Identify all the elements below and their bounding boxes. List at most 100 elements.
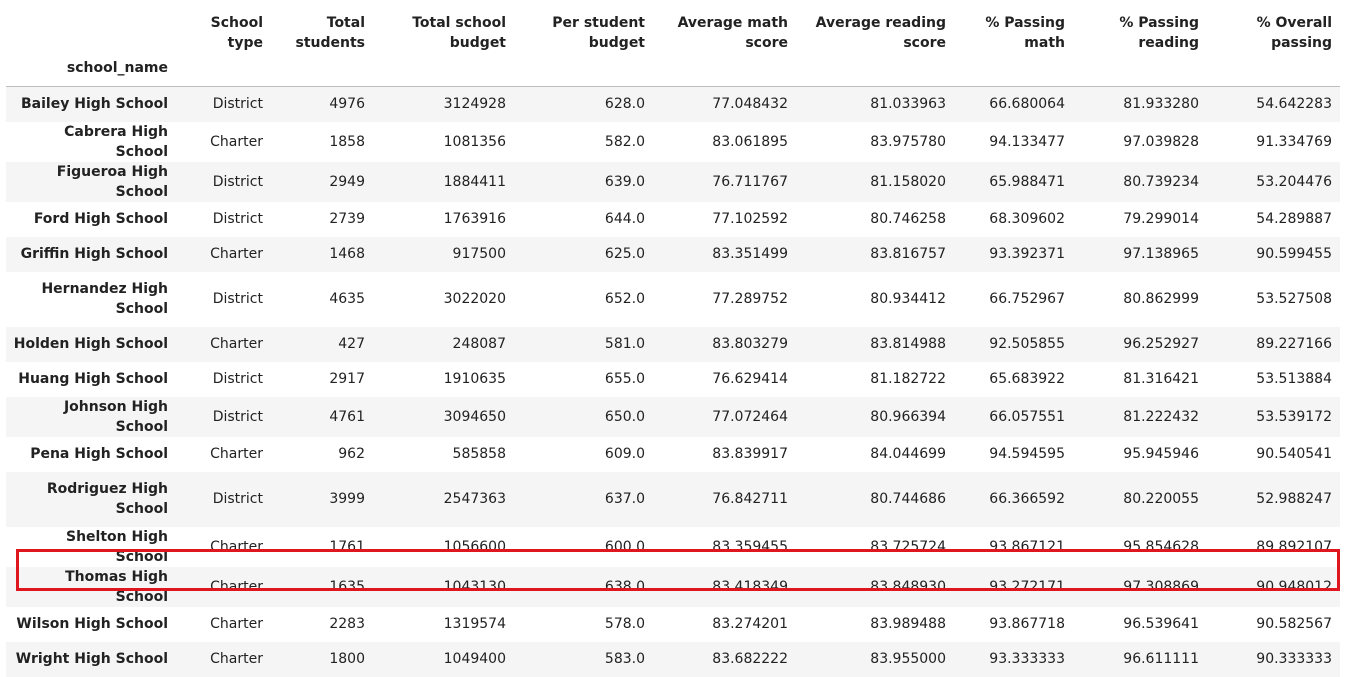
table-cell: 90.948012 <box>1256 578 1332 595</box>
table-cell: 81.316421 <box>1123 371 1199 387</box>
table-cell: 95.854628 <box>1123 538 1199 555</box>
table-row: Cabrera High School Charter 1858 1081356 582… <box>6 121 1340 162</box>
table-cell: 3094650 <box>443 408 506 425</box>
table-cell: 93.867718 <box>989 616 1065 632</box>
table-cell: Charter <box>210 246 263 262</box>
table-cell: 52.988247 <box>1256 491 1332 507</box>
table-cell: 639.0 <box>604 173 645 190</box>
row-school-name: Huang High School <box>18 371 168 387</box>
table-cell: 92.505855 <box>989 336 1065 352</box>
column-header: School type <box>210 15 263 51</box>
table-cell: District <box>212 408 263 425</box>
row-school-name: Rodriguez High School <box>46 481 168 517</box>
table-cell: 83.848930 <box>870 578 946 595</box>
table-cell: 583.0 <box>604 651 645 667</box>
row-school-name: Holden High School <box>13 336 168 352</box>
table-cell: 93.272171 <box>989 578 1065 595</box>
table-cell: 76.711767 <box>712 173 788 190</box>
row-school-name: Johnson High School <box>63 398 168 435</box>
table-cell: 3022020 <box>443 291 506 307</box>
table-row: Figueroa High School District 2949 1884411 6… <box>6 161 1340 202</box>
table-cell: 93.867121 <box>989 538 1065 555</box>
table-cell: District <box>212 173 263 190</box>
table-cell: 585858 <box>452 446 506 462</box>
table-row: Huang High School District 2917 1910635 655.… <box>6 361 1340 397</box>
row-school-name: Ford High School <box>33 211 168 227</box>
table-cell: 66.057551 <box>989 408 1065 425</box>
column-header: % Overall passing <box>1256 15 1332 51</box>
table-body: Bailey High School District 4976 3124928 628… <box>6 86 1340 677</box>
table-cell: 1081356 <box>443 133 506 150</box>
table-cell: 3124928 <box>443 96 506 113</box>
table-cell: 83.682222 <box>712 651 788 667</box>
table-cell: 83.816757 <box>870 246 946 262</box>
table-cell: 90.599455 <box>1256 246 1332 262</box>
table-cell: 625.0 <box>604 246 645 262</box>
table-cell: 93.333333 <box>989 651 1065 667</box>
column-header: Per student budget <box>552 15 645 51</box>
table-cell: Charter <box>210 651 263 667</box>
row-school-name: Bailey High School <box>21 96 168 113</box>
table-cell: 1468 <box>329 246 365 262</box>
table-cell: 83.351499 <box>712 246 788 262</box>
table-cell: 83.839917 <box>712 446 788 462</box>
table-cell: 652.0 <box>604 291 645 307</box>
table-cell: 600.0 <box>604 538 645 555</box>
table-cell: 1319574 <box>443 616 506 632</box>
column-header: Total students <box>295 15 365 51</box>
table-row: Wilson High School Charter 2283 1319574 578.… <box>6 606 1340 642</box>
table-cell: 1800 <box>329 651 365 667</box>
index-name-row: school_name <box>6 53 1340 87</box>
table-cell: 4761 <box>329 408 365 425</box>
table-cell: 81.158020 <box>870 173 946 190</box>
table-cell: 94.594595 <box>989 446 1065 462</box>
table-cell: 77.048432 <box>712 96 788 113</box>
table-cell: 53.204476 <box>1256 173 1332 190</box>
table-cell: 637.0 <box>604 491 645 507</box>
table-cell: 53.539172 <box>1256 408 1332 425</box>
row-school-name: Wilson High School <box>16 616 168 632</box>
table-cell: 97.039828 <box>1123 133 1199 150</box>
table-header: School type Total students Total school … <box>6 0 1340 87</box>
table-row: Rodriguez High School District 3999 2547363… <box>6 471 1340 527</box>
table-cell: 638.0 <box>604 578 645 595</box>
column-header: Total school budget <box>412 15 506 51</box>
table-cell: District <box>212 96 263 113</box>
row-school-name: Cabrera High School <box>64 123 168 160</box>
table-cell: 83.725724 <box>870 538 946 555</box>
table-cell: 578.0 <box>604 616 645 632</box>
table-cell: 77.102592 <box>712 211 788 227</box>
table-cell: District <box>212 371 263 387</box>
table-cell: 65.988471 <box>989 173 1065 190</box>
table-cell: 248087 <box>452 336 506 352</box>
table-cell: 54.289887 <box>1256 211 1332 227</box>
table-cell: 79.299014 <box>1123 211 1199 227</box>
column-header: Average reading score <box>815 15 946 51</box>
table-cell: 80.934412 <box>870 291 946 307</box>
table-cell: 83.274201 <box>712 616 788 632</box>
table-row: Holden High School Charter 427 248087 581.0 8… <box>6 326 1340 362</box>
table-cell: 917500 <box>452 246 506 262</box>
table-cell: 54.642283 <box>1256 96 1332 113</box>
table-cell: 2547363 <box>443 491 506 507</box>
table-cell: 1884411 <box>443 173 506 190</box>
table-cell: 628.0 <box>604 96 645 113</box>
table-cell: Charter <box>210 578 263 595</box>
row-school-name: Pena High School <box>30 446 168 462</box>
table-cell: 53.513884 <box>1256 371 1332 387</box>
index-name-header: school_name <box>6 53 176 87</box>
row-school-name: Shelton High School <box>66 528 168 565</box>
table-cell: 66.366592 <box>989 491 1065 507</box>
table-cell: 83.814988 <box>870 336 946 352</box>
table-cell: 80.739234 <box>1123 173 1199 190</box>
table-cell: 90.582567 <box>1256 616 1332 632</box>
table-cell: 83.989488 <box>870 616 946 632</box>
table-cell: Charter <box>210 336 263 352</box>
table-cell: 655.0 <box>604 371 645 387</box>
table-cell: 96.539641 <box>1123 616 1199 632</box>
column-header: % Passing math <box>985 15 1065 51</box>
table-cell: 89.892107 <box>1256 538 1332 555</box>
table-cell: 77.289752 <box>712 291 788 307</box>
table-cell: 427 <box>338 336 365 352</box>
table-row: Shelton High School Charter 1761 1056600 600… <box>6 526 1340 567</box>
